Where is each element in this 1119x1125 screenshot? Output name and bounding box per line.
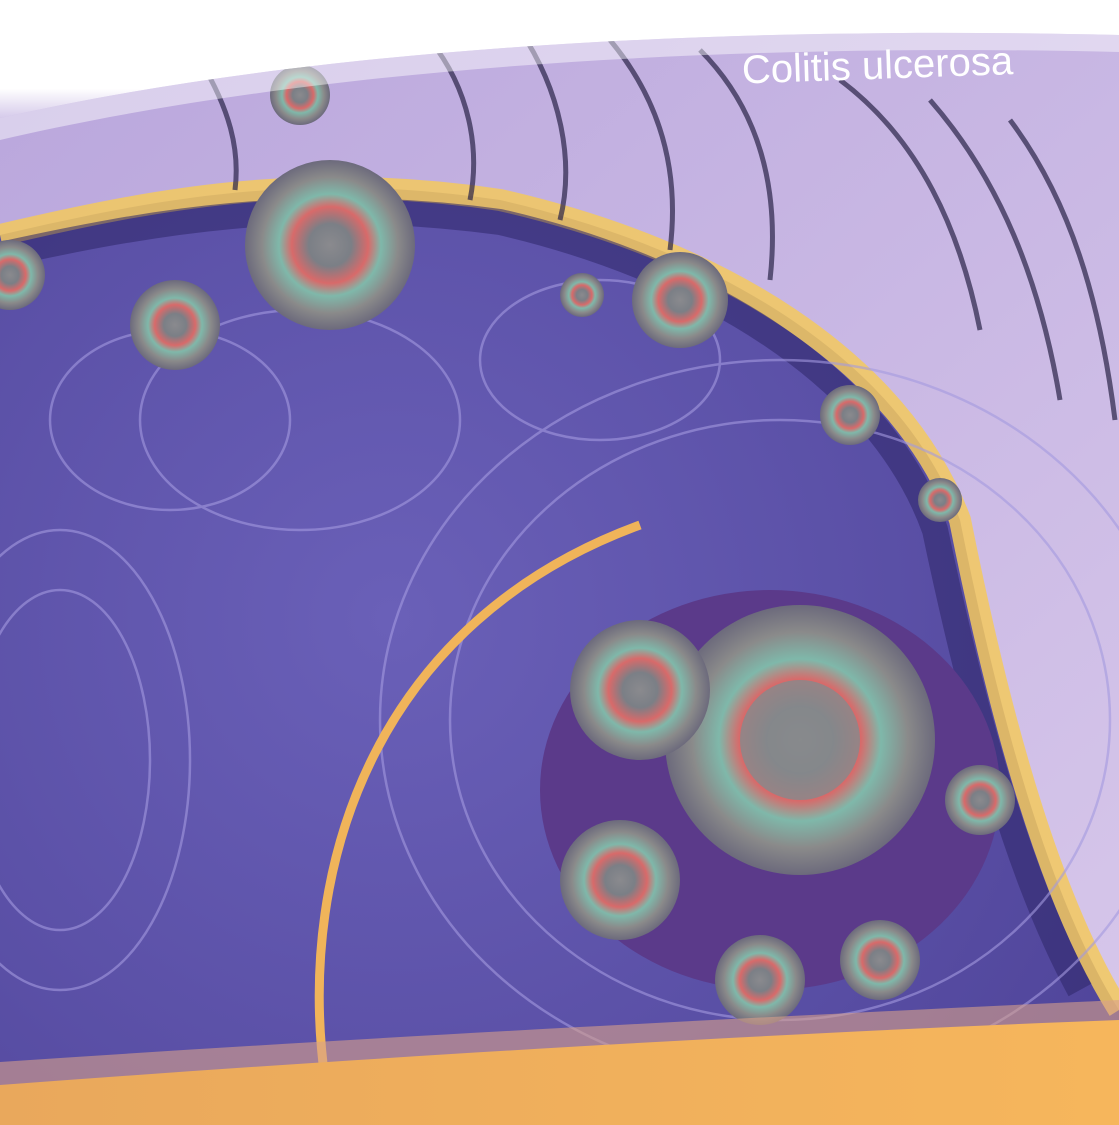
spiral [570,620,710,760]
streak [608,38,675,251]
streak [1007,118,1118,421]
spiral [918,478,962,522]
spiral [715,935,805,1025]
streak [698,48,775,281]
streak [517,28,569,221]
spiral-core [740,680,860,800]
top-band [0,0,1119,118]
swirl [0,588,152,932]
streak [928,98,1063,401]
spiral [130,280,220,370]
top-band-shadow [0,32,1119,140]
streak [838,78,983,331]
bottom-band [0,1020,1119,1125]
spiral [245,160,415,330]
spiral [945,765,1015,835]
streak [428,38,477,201]
orange-arc [314,520,642,1081]
spiral [560,273,604,317]
lavender-region [0,0,1119,1010]
yellow-fringe [0,176,1119,1016]
spiral [840,920,920,1000]
spiral [820,385,880,445]
spirals [0,65,1015,1025]
swirl [478,278,722,442]
spiral [632,252,728,348]
swirl [0,528,192,992]
cover-title: Colitis ulcerosa [741,39,1014,92]
spiral [560,820,680,940]
spiral [0,240,45,310]
spiral [270,65,330,125]
